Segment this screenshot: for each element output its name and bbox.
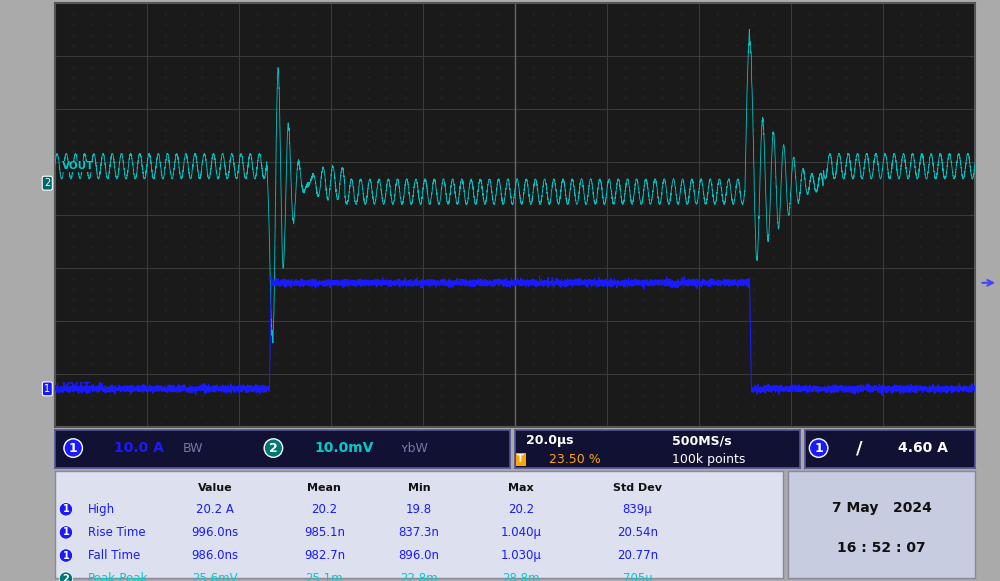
Text: 1: 1 bbox=[69, 442, 78, 454]
Text: 1: 1 bbox=[63, 528, 69, 537]
Text: Rise Time: Rise Time bbox=[88, 526, 145, 539]
Text: /: / bbox=[856, 439, 863, 457]
Text: 2: 2 bbox=[44, 178, 50, 188]
Text: 20.2: 20.2 bbox=[508, 503, 534, 516]
Text: 1.030μ: 1.030μ bbox=[500, 549, 541, 562]
Text: ʏbW: ʏbW bbox=[401, 442, 429, 454]
Text: T: T bbox=[517, 454, 524, 464]
Text: 28.8m: 28.8m bbox=[502, 572, 540, 581]
Text: 500MS/s: 500MS/s bbox=[672, 434, 731, 447]
Text: 19.8: 19.8 bbox=[406, 503, 432, 516]
Text: 986.0ns: 986.0ns bbox=[192, 549, 239, 562]
Text: 705μ: 705μ bbox=[623, 572, 652, 581]
Text: 837.3n: 837.3n bbox=[399, 526, 439, 539]
Text: 25.6mV: 25.6mV bbox=[192, 572, 238, 581]
Text: 1: 1 bbox=[63, 504, 69, 514]
Text: Mean: Mean bbox=[307, 483, 341, 493]
Text: 10.0mV: 10.0mV bbox=[314, 441, 374, 455]
Text: Peak-Peak: Peak-Peak bbox=[88, 572, 148, 581]
Text: 23.50 %: 23.50 % bbox=[549, 453, 601, 466]
Text: 25.1m: 25.1m bbox=[306, 572, 343, 581]
Text: Max: Max bbox=[508, 483, 534, 493]
Text: IOUT: IOUT bbox=[62, 382, 91, 392]
Text: 1: 1 bbox=[814, 442, 823, 454]
Text: High: High bbox=[88, 503, 115, 516]
Text: 839μ: 839μ bbox=[623, 503, 652, 516]
Text: 20.77n: 20.77n bbox=[617, 549, 658, 562]
Text: 896.0n: 896.0n bbox=[398, 549, 440, 562]
Text: 10.0 A: 10.0 A bbox=[114, 441, 164, 455]
Text: 20.0μs: 20.0μs bbox=[526, 434, 574, 447]
Text: Value: Value bbox=[198, 483, 232, 493]
Text: 20.54n: 20.54n bbox=[617, 526, 658, 539]
Text: 100k points: 100k points bbox=[672, 453, 745, 466]
Text: VOUT: VOUT bbox=[62, 161, 95, 171]
Text: 2: 2 bbox=[63, 573, 69, 581]
Text: 4.60 A: 4.60 A bbox=[898, 441, 948, 455]
Text: 20.2: 20.2 bbox=[311, 503, 337, 516]
Text: 7 May   2024: 7 May 2024 bbox=[832, 501, 931, 515]
Text: 1: 1 bbox=[63, 551, 69, 561]
Text: 22.8m: 22.8m bbox=[400, 572, 438, 581]
Text: Fall Time: Fall Time bbox=[88, 549, 140, 562]
Text: 2: 2 bbox=[269, 442, 278, 454]
Text: BW: BW bbox=[182, 442, 203, 454]
Text: Std Dev: Std Dev bbox=[613, 483, 662, 493]
Text: Min: Min bbox=[408, 483, 430, 493]
Text: 20.2 A: 20.2 A bbox=[196, 503, 234, 516]
Text: 996.0ns: 996.0ns bbox=[192, 526, 239, 539]
Text: 16 : 52 : 07: 16 : 52 : 07 bbox=[837, 541, 926, 555]
Text: 1.040μ: 1.040μ bbox=[500, 526, 541, 539]
Text: 982.7n: 982.7n bbox=[304, 549, 345, 562]
Text: 985.1n: 985.1n bbox=[304, 526, 345, 539]
Text: 1: 1 bbox=[44, 384, 50, 394]
